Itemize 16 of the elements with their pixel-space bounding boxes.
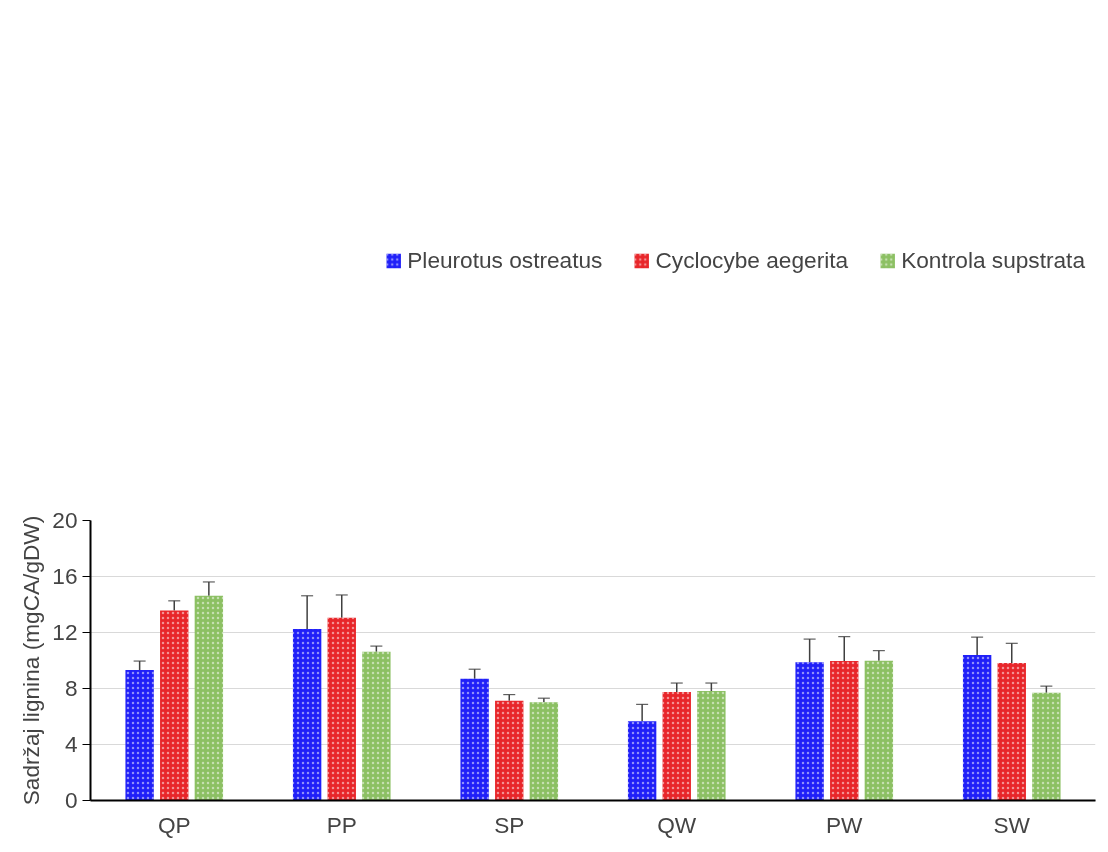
y-tick-label: 16 [52, 563, 78, 589]
y-tick-label: 0 [64, 787, 78, 813]
y-tick-label: 8 [64, 675, 78, 701]
legend-label: Kontrola supstrata [901, 246, 1085, 274]
x-tick-label: SP [494, 811, 525, 838]
y-tick-label: 12 [52, 619, 78, 645]
x-tick-label: QW [657, 811, 697, 838]
x-tick-label: PP [326, 811, 357, 838]
x-tick-label: SW [993, 811, 1031, 838]
x-tick-label: PW [826, 811, 864, 838]
y-tick-label: 20 [52, 507, 78, 533]
legend-label: Pleurotus ostreatus [407, 246, 603, 274]
x-tick-label: QP [157, 811, 191, 838]
y-tick-label: 4 [64, 731, 78, 757]
legend-label: Cyclocybe aegerita [655, 246, 849, 274]
y-axis-title: Sadržaj lignina (mgCA/gDW) [18, 515, 45, 806]
